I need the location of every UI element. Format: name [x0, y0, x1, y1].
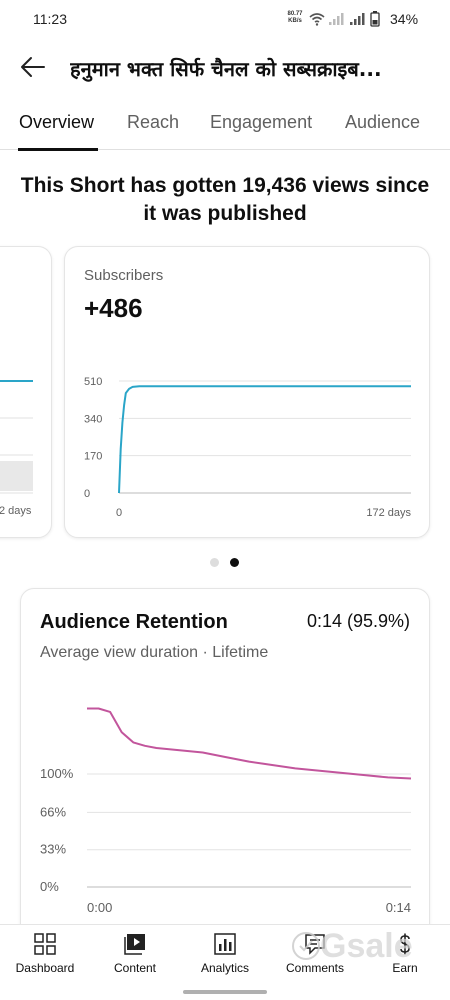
views-headline: This Short has gotten 19,436 views since…: [20, 174, 430, 225]
y-tick-label: 0: [84, 488, 90, 500]
pager-dot-active[interactable]: [230, 558, 239, 567]
page-title: हनुमान भक्त सिर्फ चैनल को सब्सक्राइब...: [70, 57, 382, 81]
nav-label-analytics: Analytics: [200, 961, 250, 975]
y-tick-label: 340: [84, 413, 102, 425]
earn-icon: [400, 933, 410, 955]
app-header: हनुमान भक्त सिर्फ चैनल को सब्सक्राइब...: [0, 42, 450, 94]
y-tick-label: 33%: [40, 842, 66, 857]
retention-subtitle: Average view duration · Lifetime: [40, 644, 269, 661]
tab-engagement[interactable]: Engagement: [210, 112, 313, 132]
y-tick-label: 100%: [40, 766, 74, 781]
subscribers-card[interactable]: Subscribers +486 0 170 340 510 0 172 days: [64, 246, 430, 538]
status-icons: [309, 11, 380, 27]
battery-icon: [370, 11, 380, 27]
nav-label-dashboard: Dashboard: [15, 961, 75, 975]
bottom-navigation: Dashboard Content Analytics Comments: [0, 924, 450, 1000]
previous-metric-chart: [0, 380, 33, 494]
y-tick-label: 510: [84, 376, 102, 388]
nav-dashboard[interactable]: Dashboard: [0, 925, 90, 985]
content-icon: [124, 934, 145, 955]
tab-bar: Overview Reach Engagement Audience: [0, 104, 450, 151]
x-tick-label: 172 days: [366, 507, 411, 519]
gsale-watermark: Gsale: [288, 924, 428, 974]
y-tick-label: 0%: [40, 879, 59, 894]
nav-label-comments: Comments: [285, 961, 344, 975]
watermark-text: Gsale: [320, 927, 413, 965]
battery-percent: 34%: [390, 11, 419, 27]
retention-title: Audience Retention: [40, 611, 228, 633]
retention-line: [87, 707, 412, 780]
signal-icon-2: [350, 13, 365, 25]
gesture-handle: [183, 990, 267, 994]
nav-analytics[interactable]: Analytics: [180, 925, 270, 985]
x-tick-label: 0:00: [87, 900, 112, 915]
nav-earn[interactable]: Earn: [360, 925, 450, 985]
net-speed: 80.77 KB/s: [287, 11, 303, 24]
subscribers-value: +486: [84, 293, 143, 323]
tab-audience[interactable]: Audience: [345, 112, 421, 132]
nav-label-content: Content: [113, 961, 157, 975]
wifi-icon: [309, 13, 325, 26]
x-tick-label: 0: [116, 507, 122, 519]
x-tick-label: 0:14: [386, 900, 411, 915]
analytics-icon: [214, 933, 236, 955]
subscribers-label: Subscribers: [84, 267, 164, 284]
pager-dot[interactable]: [210, 558, 219, 567]
tab-reach[interactable]: Reach: [127, 112, 180, 132]
carousel-pager: [210, 558, 240, 568]
y-tick-label: 66%: [40, 804, 66, 819]
active-tab-indicator: [18, 148, 98, 151]
y-tick-label: 170: [84, 451, 102, 463]
signal-icon: [329, 13, 344, 25]
previous-x-label: 2 days: [0, 505, 32, 517]
retention-value: 0:14 (95.9%): [306, 611, 410, 631]
dashboard-icon: [34, 933, 56, 955]
tab-overview[interactable]: Overview: [19, 112, 95, 132]
subscribers-line: [118, 385, 411, 494]
nav-label-earn: Earn: [392, 961, 418, 975]
status-bar: 11:23 80.77 KB/s 34%: [0, 0, 450, 38]
status-time: 11:23: [33, 11, 67, 27]
previous-metric-card[interactable]: 2 days: [0, 246, 52, 538]
nav-content[interactable]: Content: [90, 925, 180, 985]
back-arrow-icon[interactable]: [18, 54, 48, 80]
audience-retention-card[interactable]: Audience Retention 0:14 (95.9%) Average …: [20, 588, 430, 938]
